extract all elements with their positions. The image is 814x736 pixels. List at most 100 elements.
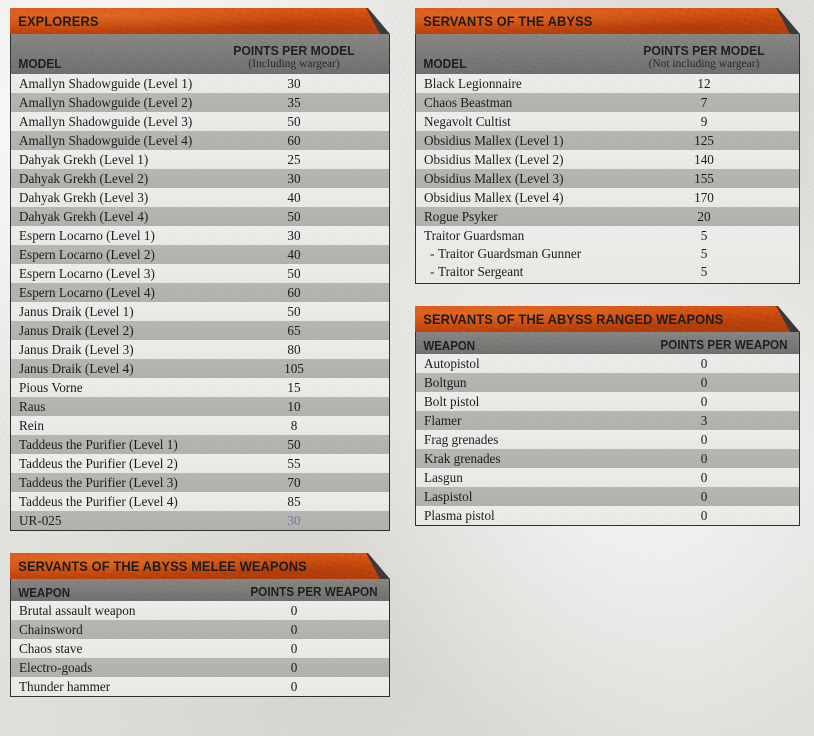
row-name: UR-025 [19, 512, 62, 528]
ranged-weapons-col-header-weapon: WEAPON [423, 339, 476, 353]
subrow-name: - Traitor Guardsman Gunner [430, 246, 582, 261]
row-points: 0 [700, 431, 708, 447]
row-points: 50 [287, 113, 301, 129]
explorers-col-header-points-main: POINTS PER MODEL [233, 43, 355, 58]
row-name: Plasma pistol [424, 507, 495, 523]
row-name: Janus Draik (Level 3) [19, 341, 134, 357]
row-name: Chainsword [19, 621, 83, 637]
row-points: 0 [700, 393, 708, 409]
row-name: Taddeus the Purifier (Level 1) [19, 436, 178, 452]
ranged-weapons-col-header-points: POINTS PER WEAPON [615, 338, 799, 353]
servants-subheader: MODEL POINTS PER MODEL (Not including wa… [415, 34, 800, 74]
ranged-weapons-banner-fill: SERVANTS OF THE ABYSS RANGED WEAPONS [415, 306, 800, 332]
table-row: Plasma pistol 0 [416, 506, 799, 525]
servants-banner-title: SERVANTS OF THE ABYSS [423, 13, 593, 29]
table-row: Espern Locarno (Level 2) 40 [11, 245, 389, 264]
table-row: Janus Draik (Level 1) 50 [11, 302, 389, 321]
table-row: Espern Locarno (Level 4) 60 [11, 283, 389, 302]
ranged-weapons-subheader: WEAPON POINTS PER WEAPON [415, 332, 800, 354]
table-row: Lasgun 0 [416, 468, 799, 487]
table-row: Espern Locarno (Level 1) 30 [11, 226, 389, 245]
table-row: Obsidius Mallex (Level 3) 155 [416, 169, 799, 188]
row-name: Rogue Psyker [424, 208, 498, 224]
row-points: 12 [697, 75, 711, 91]
row-points: 0 [700, 507, 708, 523]
row-points: 0 [700, 374, 708, 390]
servants-rows: Black Legionnaire 12 Chaos Beastman 7 Negavo… [415, 74, 800, 284]
row-name: Amallyn Shadowguide (Level 2) [19, 94, 193, 110]
ranged-weapons-banner: SERVANTS OF THE ABYSS RANGED WEAPONS [415, 306, 800, 332]
row-name: Dahyak Grekh (Level 4) [19, 208, 149, 224]
row-name: Raus [19, 398, 46, 414]
row-name: Obsidius Mallex (Level 3) [424, 170, 564, 186]
row-name: Lasgun [424, 469, 463, 485]
row-points: 60 [287, 284, 301, 300]
row-points: 170 [694, 189, 714, 205]
table-row: Brutal assault weapon 0 [11, 601, 389, 620]
row-name: Rein [19, 417, 44, 433]
servants-col-header-points-main: POINTS PER MODEL [643, 43, 765, 58]
table-row: Janus Draik (Level 2) 65 [11, 321, 389, 340]
row-points: 140 [694, 151, 714, 167]
melee-weapons-banner-title: SERVANTS OF THE ABYSS MELEE WEAPONS [18, 558, 307, 574]
table-row: Thunder hammer 0 [11, 677, 389, 696]
row-name: Laspistol [424, 488, 473, 504]
melee-weapons-banner-fill: SERVANTS OF THE ABYSS MELEE WEAPONS [10, 553, 390, 579]
row-points: 9 [700, 113, 708, 129]
row-points: 30 [287, 75, 301, 91]
explorers-banner: EXPLORERS [10, 8, 390, 34]
row-name: Brutal assault weapon [19, 602, 136, 618]
melee-weapons-col-header-weapon: WEAPON [18, 586, 71, 600]
row-points: 0 [700, 450, 708, 466]
melee-weapons-banner: SERVANTS OF THE ABYSS MELEE WEAPONS [10, 553, 390, 579]
row-name: Bolt pistol [424, 393, 480, 409]
melee-weapons-table: SERVANTS OF THE ABYSS MELEE WEAPONS WEAP… [10, 553, 390, 697]
row-points: 30 [287, 512, 301, 528]
row-name: Amallyn Shadowguide (Level 4) [19, 132, 193, 148]
row-points: 7 [700, 94, 708, 110]
table-row: Rogue Psyker 20 [416, 207, 799, 226]
servants-of-the-abyss-table: SERVANTS OF THE ABYSS MODEL POINTS PER M… [415, 8, 800, 284]
row-name: Obsidius Mallex (Level 2) [424, 151, 564, 167]
row-points: 155 [694, 170, 714, 186]
row-points: 35 [287, 94, 301, 110]
row-points: 25 [287, 151, 301, 167]
table-row: Bolt pistol 0 [416, 392, 799, 411]
table-row: Janus Draik (Level 3) 80 [11, 340, 389, 359]
servants-col-header-points: POINTS PER MODEL (Not including wargear) [619, 43, 799, 71]
table-row: Frag grenades 0 [416, 430, 799, 449]
table-row: Chaos Beastman 7 [416, 93, 799, 112]
melee-weapons-col-header-points: POINTS PER WEAPON [205, 585, 389, 600]
row-points: 0 [290, 640, 298, 656]
explorers-table: EXPLORERS MODEL POINTS PER MODEL (Includ… [10, 8, 390, 531]
table-row: Taddeus the Purifier (Level 3) 70 [11, 473, 389, 492]
row-points: 60 [287, 132, 301, 148]
table-row: Amallyn Shadowguide (Level 2) 35 [11, 93, 389, 112]
row-name: Janus Draik (Level 2) [19, 322, 134, 338]
row-points: 8 [290, 417, 298, 433]
table-row: Raus 10 [11, 397, 389, 416]
row-name: Chaos stave [19, 640, 83, 656]
row-points: 50 [287, 208, 301, 224]
left-column: EXPLORERS MODEL POINTS PER MODEL (Includ… [10, 8, 390, 719]
row-points: 40 [287, 246, 301, 262]
ranged-weapons-rows: Autopistol 0 Boltgun 0 Bolt pistol 0 Flamer 3 Fr… [415, 354, 800, 526]
table-subrow: - Traitor Sergeant 5 [416, 263, 799, 281]
row-points: 0 [290, 678, 298, 694]
row-points: 70 [287, 474, 301, 490]
row-points: 55 [287, 455, 301, 471]
row-name: Autopistol [424, 355, 480, 371]
row-points: 0 [700, 469, 708, 485]
ranged-weapons-col-header-points-main: POINTS PER WEAPON [660, 338, 788, 352]
row-name: Traitor Guardsman [424, 228, 525, 243]
row-points: 50 [287, 265, 301, 281]
melee-weapons-col-header-points-main: POINTS PER WEAPON [250, 585, 378, 599]
explorers-col-header-points: POINTS PER MODEL (Including wargear) [209, 43, 389, 71]
bullet-dash-icon: - [430, 264, 435, 279]
row-points: 30 [287, 227, 301, 243]
table-row: Chaos stave 0 [11, 639, 389, 658]
table-row: Pious Vorne 15 [11, 378, 389, 397]
row-points: 105 [284, 360, 304, 376]
subrow-points: 5 [700, 246, 708, 261]
row-name: Amallyn Shadowguide (Level 3) [19, 113, 193, 129]
